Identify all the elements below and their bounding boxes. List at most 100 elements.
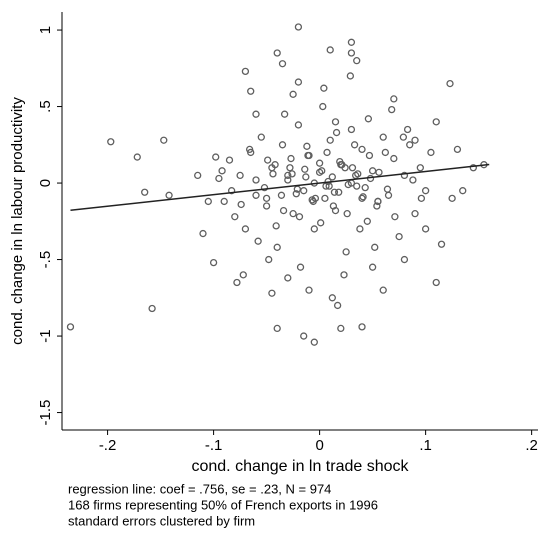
point	[358, 145, 366, 154]
point	[325, 182, 333, 190]
y-tick-label: .5	[37, 100, 54, 113]
point	[287, 154, 295, 163]
point	[347, 125, 356, 134]
point	[411, 136, 419, 144]
point	[335, 188, 343, 196]
point	[289, 90, 297, 98]
point	[252, 176, 260, 184]
point	[289, 210, 297, 218]
point	[368, 167, 377, 175]
point	[66, 323, 75, 331]
point	[319, 102, 327, 111]
point	[337, 324, 345, 333]
point	[148, 304, 156, 313]
point	[400, 255, 409, 264]
point	[236, 171, 244, 180]
y-tick-label: -.5	[37, 251, 54, 269]
point	[332, 128, 341, 137]
point	[273, 49, 281, 57]
point	[160, 136, 168, 144]
point	[317, 219, 325, 227]
point	[374, 197, 382, 206]
point	[446, 79, 454, 88]
point	[437, 240, 446, 248]
point	[305, 286, 313, 294]
point	[365, 151, 374, 160]
point	[245, 145, 254, 154]
point	[371, 243, 379, 251]
point	[353, 57, 361, 65]
note: 168 firms representing 50% of French exp…	[68, 497, 378, 512]
y-tick-label: 0	[37, 179, 54, 187]
point	[320, 84, 328, 92]
point	[304, 151, 312, 160]
point	[284, 171, 292, 180]
y-tick-label: 1	[37, 26, 54, 34]
point	[330, 188, 339, 196]
point	[453, 145, 462, 154]
point	[326, 136, 334, 144]
point	[384, 191, 393, 199]
point	[215, 174, 223, 183]
point	[390, 95, 398, 103]
point	[209, 258, 218, 267]
point	[346, 72, 355, 80]
point	[269, 170, 277, 178]
point	[403, 125, 412, 134]
point	[333, 301, 342, 310]
point	[364, 115, 373, 123]
point	[296, 263, 305, 271]
point	[310, 338, 318, 346]
point	[416, 164, 424, 172]
point	[278, 141, 287, 149]
y-tick-label: -1.5	[37, 400, 54, 426]
point	[379, 286, 387, 294]
point	[347, 38, 356, 46]
point	[432, 278, 440, 287]
point	[300, 187, 308, 195]
point	[390, 154, 398, 163]
y-axis-title: cond. change in ln labour productivity	[9, 97, 26, 345]
point	[257, 133, 265, 141]
point	[361, 183, 369, 192]
point	[294, 23, 303, 31]
point	[409, 176, 417, 184]
point	[241, 225, 250, 233]
point	[278, 60, 287, 68]
point	[300, 332, 308, 340]
point	[233, 278, 241, 287]
fit-line	[70, 163, 490, 212]
x-tick-label: 0	[315, 437, 323, 454]
point	[375, 168, 383, 176]
x-tick-label: .2	[525, 437, 538, 454]
note: regression line: coef = .756, se = .23, …	[68, 481, 331, 496]
point	[421, 225, 430, 233]
point	[254, 237, 262, 245]
point	[239, 271, 247, 279]
point	[227, 187, 236, 195]
point	[272, 222, 280, 230]
point	[247, 87, 255, 95]
point	[277, 191, 286, 199]
point	[331, 118, 340, 126]
point	[284, 274, 292, 282]
point	[459, 187, 467, 195]
point	[279, 206, 288, 215]
point	[406, 141, 414, 149]
x-axis-title: cond. change in ln trade shock	[191, 458, 409, 475]
point	[356, 225, 364, 233]
point	[321, 194, 329, 203]
point	[252, 110, 260, 118]
point	[340, 271, 348, 279]
point	[133, 153, 141, 161]
point	[194, 171, 202, 180]
point	[373, 202, 381, 210]
x-tick-label: .1	[419, 437, 432, 454]
point	[107, 138, 115, 146]
point	[302, 173, 310, 181]
point	[353, 182, 361, 190]
point	[294, 121, 303, 129]
point	[237, 200, 245, 209]
point	[343, 210, 351, 218]
